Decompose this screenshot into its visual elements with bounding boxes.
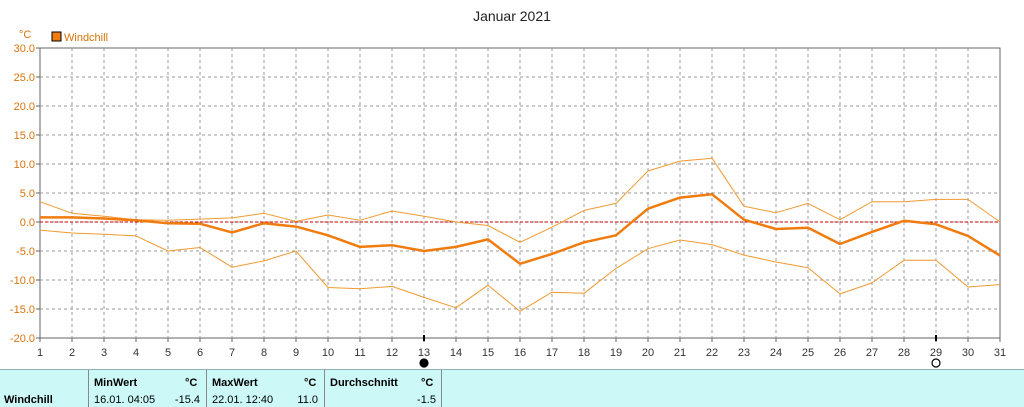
x-tick-label: 1 [37, 347, 43, 359]
x-tick-label: 29 [930, 347, 942, 359]
x-tick-label: 14 [450, 347, 462, 359]
x-tick-labels: 1 2 3 4 5 6 7 8 9 10 11 12 13 14 15 16 17 18 19 20 21 22 23 24 2… [37, 347, 1006, 359]
series-min-line [39, 229, 1001, 312]
x-tick-label: 3 [101, 347, 107, 359]
min-value-cell: MinWert °C 16.01. 04:05 -15.4 [88, 370, 205, 407]
min-header: MinWert [94, 377, 138, 389]
x-tick-label: 26 [834, 347, 846, 359]
average-value: -1.5 [417, 394, 436, 406]
y-tick-label: -20.0 [10, 333, 35, 345]
x-tick-label: 24 [770, 347, 782, 359]
legend-swatch [51, 31, 62, 42]
x-tick-label: 23 [738, 347, 750, 359]
moon-phase-markers [419, 335, 941, 368]
y-tick-label: 15.0 [14, 130, 35, 142]
x-tick-label: 13 [418, 347, 430, 359]
y-tick-label: -5.0 [16, 246, 35, 258]
x-tick-label: 30 [962, 347, 974, 359]
y-axis-unit: °C [19, 29, 31, 41]
x-tick-label: 12 [386, 347, 398, 359]
max-value-cell: MaxWert °C 22.01. 12:40 11.0 [206, 370, 323, 407]
y-tick-label: 10.0 [14, 159, 35, 171]
max-header: MaxWert [212, 377, 258, 389]
x-tick-label: 8 [261, 347, 267, 359]
y-tick-label: -15.0 [10, 304, 35, 316]
statistics-footer: Windchill MinWert °C 16.01. 04:05 -15.4 … [0, 369, 1024, 407]
x-tick-label: 6 [197, 347, 203, 359]
x-tick-label: 22 [706, 347, 718, 359]
x-tick-label: 19 [610, 347, 622, 359]
y-tick-label: 20.0 [14, 101, 35, 113]
y-tick-label: 5.0 [20, 188, 35, 200]
x-tick-label: 25 [802, 347, 814, 359]
series-max-line [39, 157, 1001, 243]
x-tick-label: 4 [133, 347, 139, 359]
full-moon-icon [931, 358, 941, 368]
y-tick-label: -10.0 [10, 275, 35, 287]
x-tick-label: 16 [514, 347, 526, 359]
y-tick-label: 30.0 [14, 43, 35, 55]
windchill-chart: Januar 2021 °C Windchill 30.025.020.015.… [10, 8, 1006, 368]
x-tick-label: 11 [354, 347, 365, 359]
min-value: -15.4 [174, 394, 200, 406]
gridlines [36, 47, 1001, 342]
footer-row-label: Windchill [4, 394, 53, 406]
x-tick-label: 5 [165, 347, 171, 359]
x-tick-label: 9 [293, 347, 299, 359]
average-value-cell: Durchschnitt °C -1.5 [324, 370, 442, 407]
x-tick-label: 20 [642, 347, 654, 359]
max-datetime: 22.01. 12:40 [212, 394, 274, 406]
max-value: 11.0 [297, 394, 318, 406]
x-tick-label: 31 [994, 347, 1006, 359]
min-datetime: 16.01. 04:05 [94, 394, 156, 406]
average-header: Durchschnitt [330, 377, 398, 389]
y-tick-label: 25.0 [14, 72, 35, 84]
x-tick-label: 27 [866, 347, 878, 359]
min-unit: °C [185, 377, 198, 389]
x-tick-label: 17 [546, 347, 558, 359]
max-unit: °C [304, 377, 317, 389]
series-average-line [40, 192, 1001, 266]
x-tick-label: 21 [674, 347, 686, 359]
x-tick-label: 15 [482, 347, 494, 359]
x-tick-label: 2 [69, 347, 75, 359]
legend-label: Windchill [64, 32, 108, 44]
x-tick-label: 28 [898, 347, 910, 359]
y-tick-labels: 30.0 25.0 20.0 15.0 10.0 5.0 0.0 -5.0 -10.0 -15.0… [10, 43, 35, 345]
new-moon-icon [419, 358, 429, 368]
y-tick-label: 0.0 [20, 217, 35, 229]
average-unit: °C [421, 377, 434, 389]
x-tick-label: 7 [229, 347, 235, 359]
x-tick-label: 10 [322, 347, 334, 359]
chart-title: Januar 2021 [473, 8, 551, 24]
x-tick-label: 18 [578, 347, 590, 359]
